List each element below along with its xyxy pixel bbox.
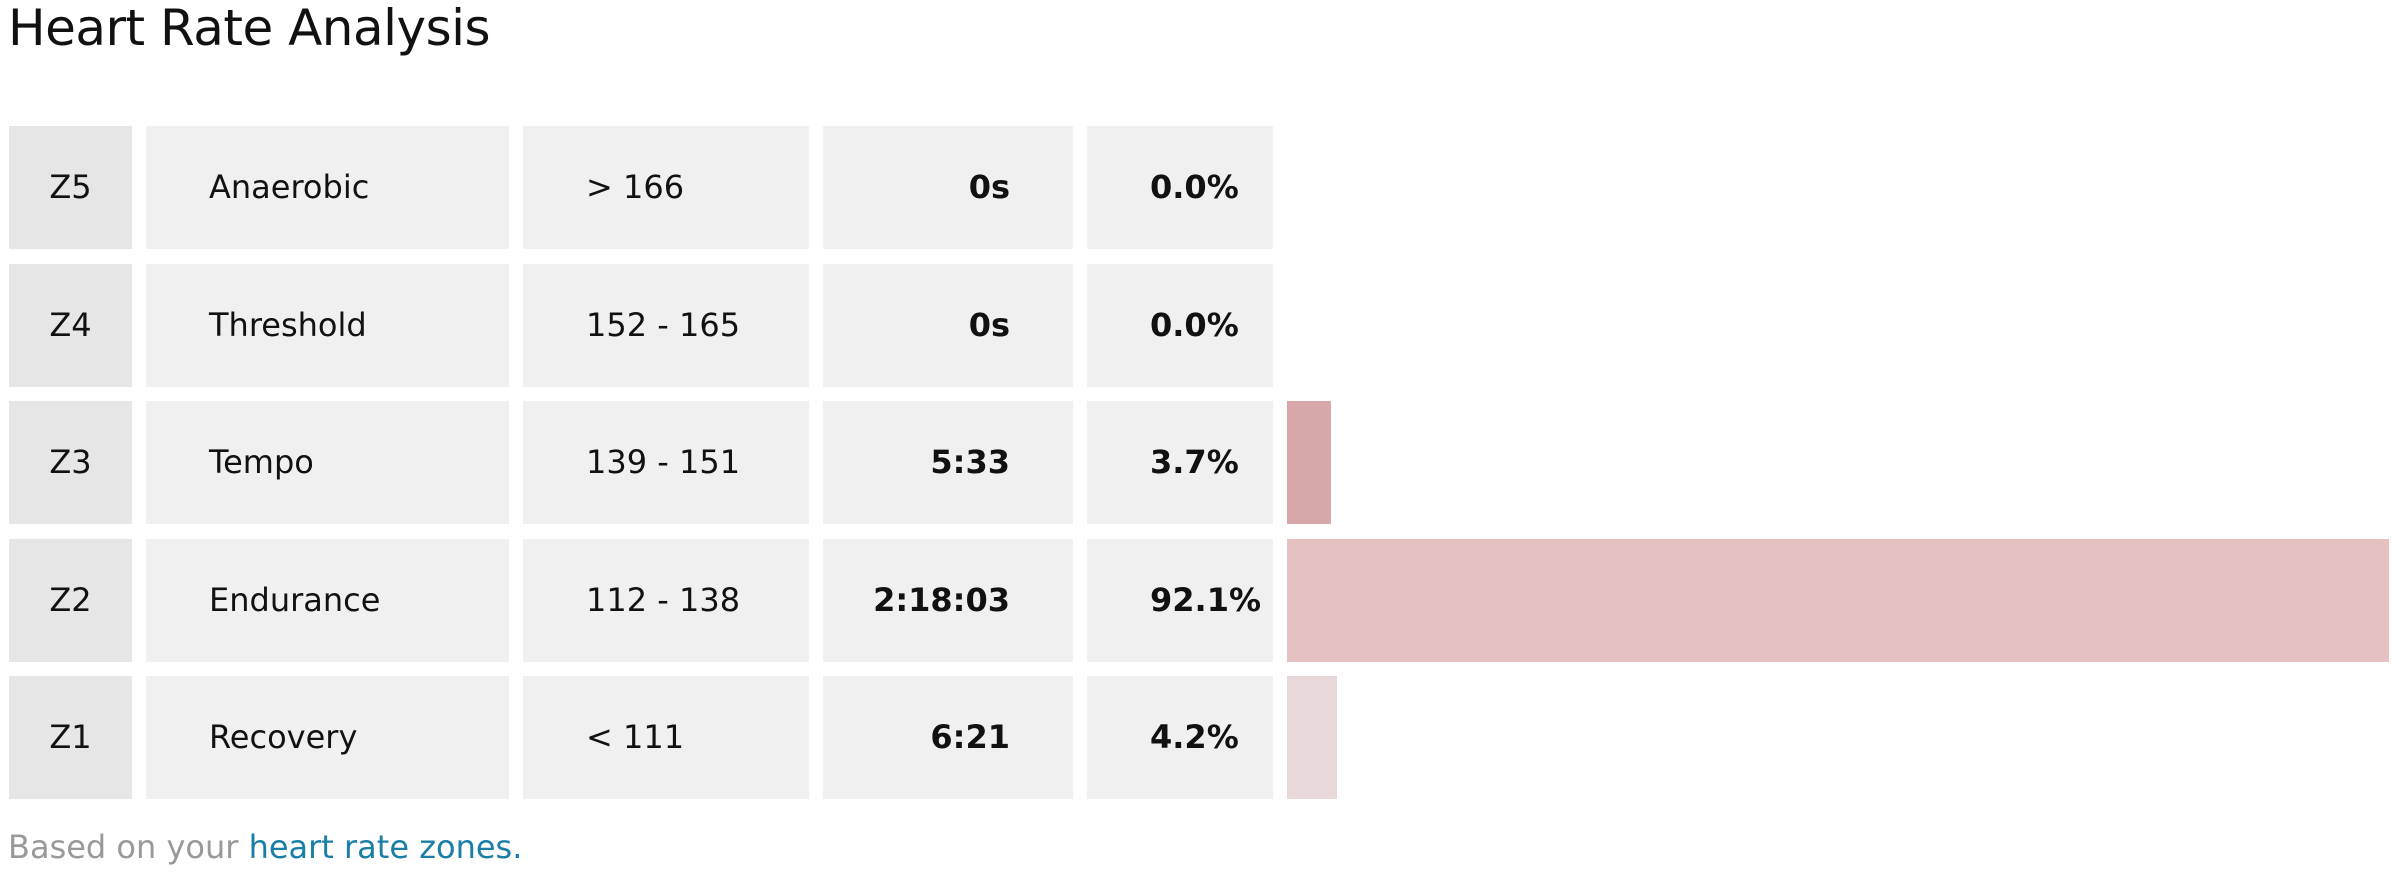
cell-zone: Z2 — [9, 538, 132, 662]
cell-percent-label: 0.0% — [1087, 126, 1273, 249]
cell-range: > 166 — [523, 126, 809, 249]
zone-bar — [1287, 401, 1332, 524]
page-title: Heart Rate Analysis — [8, 0, 491, 57]
cell-time: 6:21 — [823, 676, 1073, 799]
zone-bar — [1287, 676, 1338, 799]
cell-time: 2:18:03 — [823, 538, 1073, 662]
cell-range: 139 - 151 — [523, 401, 809, 524]
cell-name: Recovery — [146, 676, 509, 799]
footer: Based on your heart rate zones. — [8, 827, 522, 867]
cell-name: Endurance — [146, 538, 509, 662]
cell-time: 0s — [823, 126, 1073, 249]
cell-zone: Z3 — [9, 401, 132, 524]
cell-time: 5:33 — [823, 401, 1073, 524]
cell-zone: Z5 — [9, 126, 132, 249]
cell-percent-label: 3.7% — [1087, 401, 1273, 524]
cell-zone: Z1 — [9, 676, 132, 799]
cell-range: < 111 — [523, 676, 809, 799]
cell-name: Anaerobic — [146, 126, 509, 249]
footer-text: Based on your — [8, 828, 239, 866]
cell-percent-label: 4.2% — [1087, 676, 1273, 799]
cell-zone: Z4 — [9, 263, 132, 387]
zones-link[interactable]: heart rate zones. — [248, 828, 523, 866]
cell-range: 152 - 165 — [523, 263, 809, 387]
zone-bar — [1287, 538, 2389, 662]
cell-range: 112 - 138 — [523, 538, 809, 662]
cell-percent-label: 0.0% — [1087, 263, 1273, 387]
cell-name: Tempo — [146, 401, 509, 524]
cell-percent-label: 92.1% — [1087, 538, 1273, 662]
cell-time: 0s — [823, 263, 1073, 387]
cell-name: Threshold — [146, 263, 509, 387]
